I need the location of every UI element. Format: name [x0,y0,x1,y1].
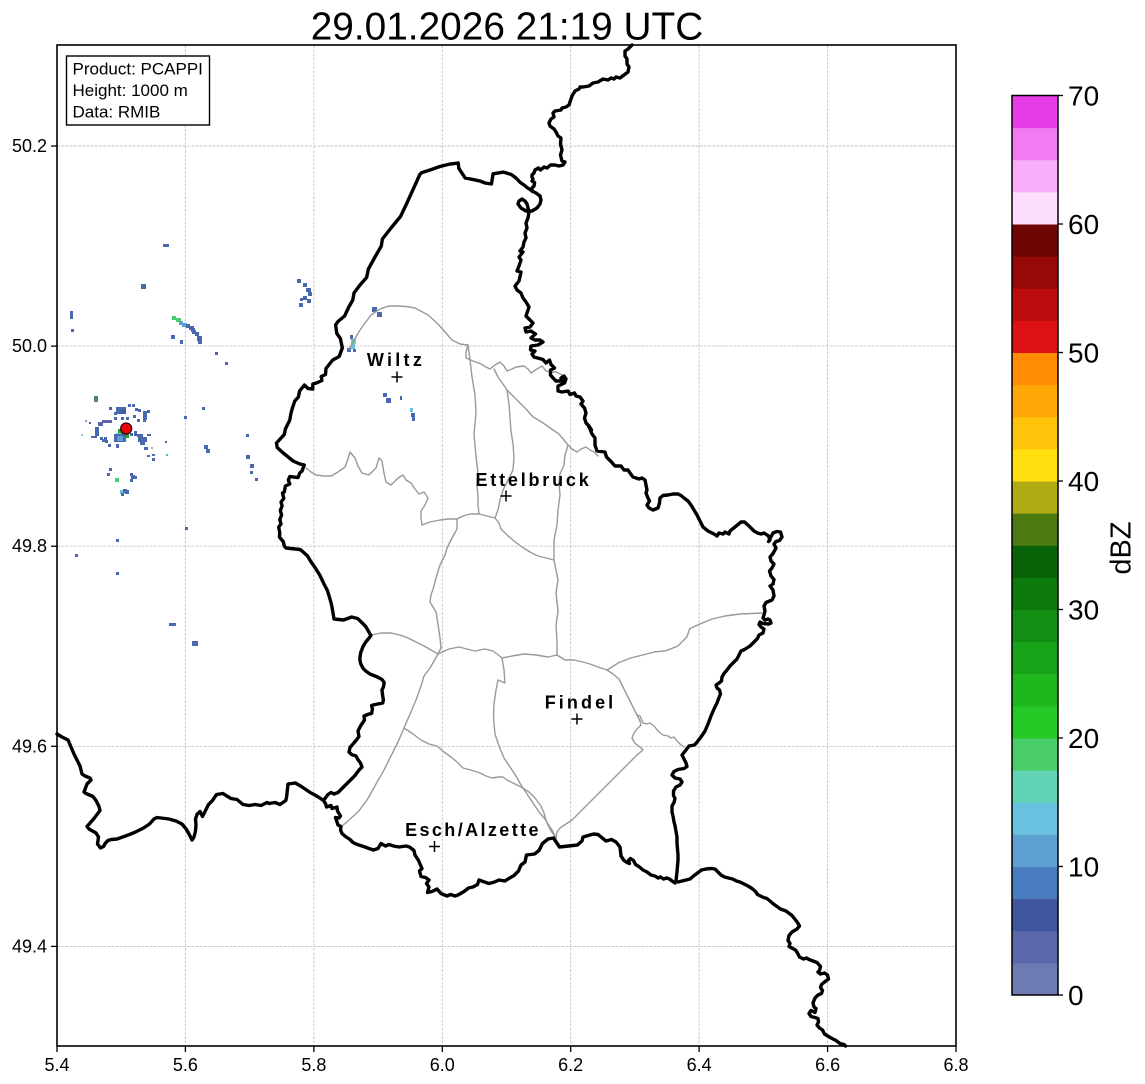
svg-text:49.6: 49.6 [12,736,47,756]
svg-text:0: 0 [1068,980,1084,1011]
svg-text:5.6: 5.6 [173,1055,198,1075]
svg-text:6.8: 6.8 [943,1055,968,1075]
svg-text:5.8: 5.8 [301,1055,326,1075]
svg-text:30: 30 [1068,595,1099,626]
svg-text:60: 60 [1068,209,1099,240]
svg-text:Ettelbruck: Ettelbruck [475,470,591,490]
svg-text:70: 70 [1068,81,1099,112]
svg-text:6.2: 6.2 [558,1055,583,1075]
svg-text:40: 40 [1068,466,1099,497]
svg-text:Findel: Findel [545,693,617,713]
svg-text:10: 10 [1068,852,1099,883]
svg-text:Product: PCAPPI: Product: PCAPPI [73,60,203,79]
svg-text:Data: RMIB: Data: RMIB [73,103,161,122]
svg-text:20: 20 [1068,723,1099,754]
svg-text:29.01.2026 21:19 UTC: 29.01.2026 21:19 UTC [311,6,704,49]
svg-text:50.0: 50.0 [12,336,47,356]
svg-text:Height: 1000 m: Height: 1000 m [73,81,188,100]
svg-text:49.8: 49.8 [12,536,47,556]
svg-text:6.6: 6.6 [815,1055,840,1075]
svg-text:6.0: 6.0 [430,1055,455,1075]
svg-text:5.4: 5.4 [44,1055,69,1075]
svg-text:dBZ: dBZ [1106,521,1138,574]
svg-text:6.4: 6.4 [687,1055,712,1075]
svg-text:Esch/Alzette: Esch/Alzette [405,820,541,840]
svg-text:49.4: 49.4 [12,936,47,956]
svg-text:50.2: 50.2 [12,136,47,156]
svg-text:Wiltz: Wiltz [367,350,425,370]
svg-text:50: 50 [1068,338,1099,369]
